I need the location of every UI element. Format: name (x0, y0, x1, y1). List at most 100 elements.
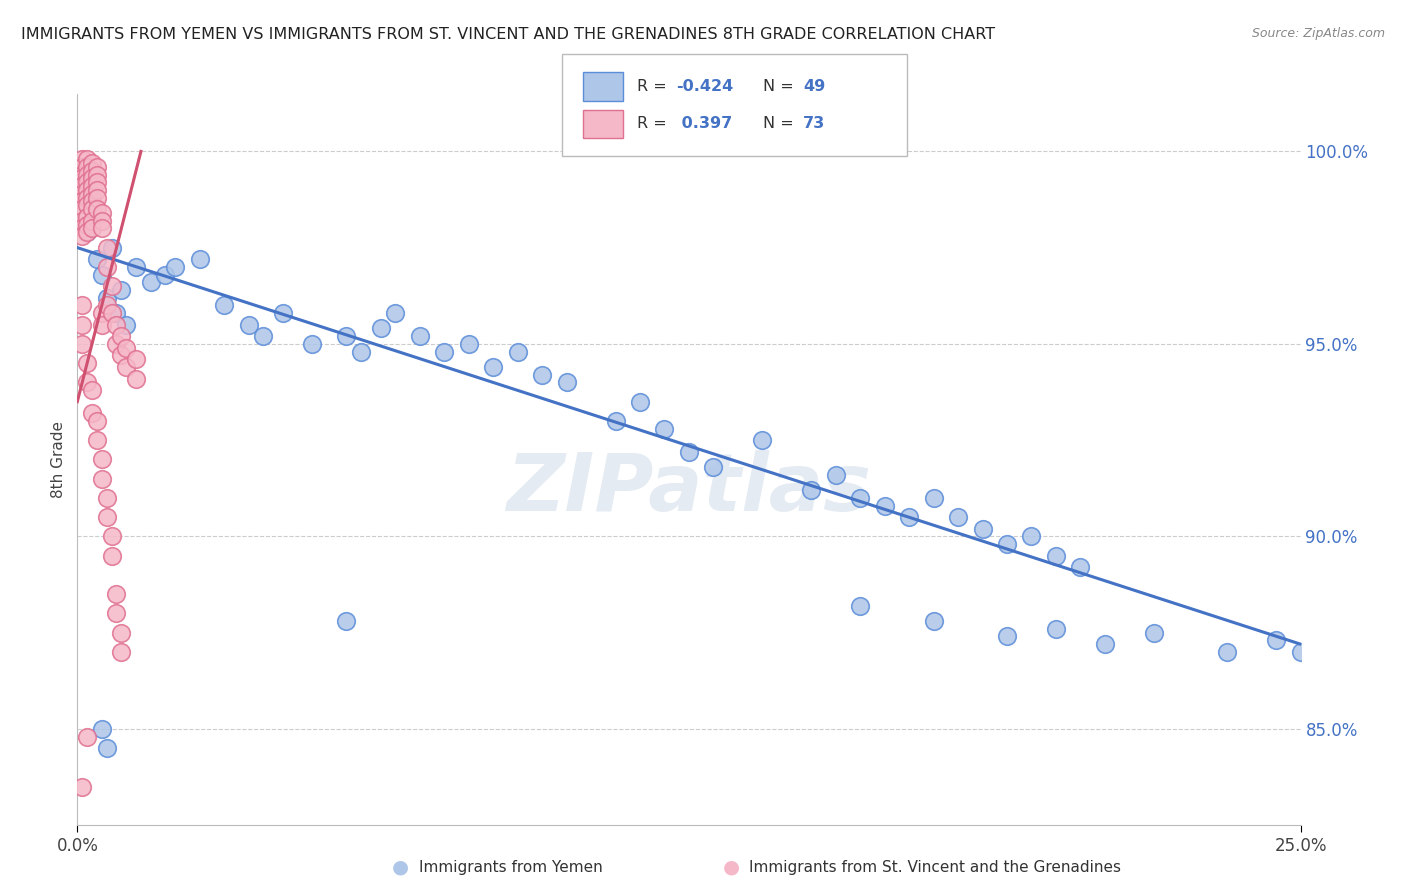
Point (115, 318, 138, 332)
Point (90, 472, 112, 486)
Point (105, 607, 128, 621)
Point (531, 368, 554, 382)
Text: -0.424: -0.424 (676, 79, 734, 94)
Point (188, 252, 211, 267)
Point (125, 371, 148, 385)
Point (922, 491, 945, 505)
Point (76, 376, 98, 390)
Point (335, 614, 357, 628)
Point (80, 221, 103, 235)
Point (76, 210, 98, 224)
Text: Immigrants from Yemen: Immigrants from Yemen (419, 860, 603, 874)
Point (80, 383, 103, 397)
Text: Source: ZipAtlas.com: Source: ZipAtlas.com (1251, 27, 1385, 40)
Point (76, 356, 98, 370)
Point (90, 722, 112, 736)
Point (506, 344, 529, 359)
Point (70, 194, 93, 209)
Point (70, 168, 93, 182)
Point (654, 421, 676, 435)
Point (76, 218, 98, 232)
Point (70, 160, 93, 174)
Point (457, 337, 479, 351)
Point (76, 152, 98, 166)
Point (70, 202, 93, 216)
Point (76, 225, 98, 239)
Point (110, 329, 132, 343)
Point (86, 414, 108, 428)
Point (70, 152, 93, 166)
Point (946, 510, 969, 524)
Point (212, 298, 235, 312)
Point (80, 202, 103, 216)
Point (80, 186, 103, 201)
Point (370, 321, 392, 335)
Point (70, 213, 93, 227)
Point (96, 491, 118, 505)
Point (751, 433, 773, 447)
Text: N =: N = (763, 117, 800, 131)
Point (86, 168, 108, 182)
Point (76, 160, 98, 174)
Point (90, 221, 112, 235)
Point (350, 344, 373, 359)
Point (972, 522, 994, 536)
Point (110, 283, 132, 297)
Point (125, 352, 148, 367)
Point (70, 229, 93, 244)
Point (86, 160, 108, 174)
Point (115, 359, 138, 374)
Point (96, 510, 118, 524)
Point (139, 275, 162, 289)
Point (80, 179, 103, 194)
Point (96, 260, 118, 274)
Point (1289, 645, 1312, 659)
Point (76, 730, 98, 744)
Point (1045, 549, 1067, 563)
Point (70, 337, 93, 351)
Text: ●: ● (723, 857, 740, 877)
Point (90, 452, 112, 467)
Point (76, 168, 98, 182)
Point (86, 175, 108, 189)
Point (70, 171, 93, 186)
Point (110, 645, 132, 659)
Point (824, 467, 846, 482)
Point (86, 183, 108, 197)
Point (86, 202, 108, 216)
Point (70, 298, 93, 312)
Point (80, 163, 103, 178)
Y-axis label: 8th Grade: 8th Grade (51, 421, 66, 498)
Point (105, 337, 128, 351)
Point (155, 268, 177, 282)
Point (100, 529, 122, 543)
Point (678, 444, 700, 458)
Point (70, 318, 93, 332)
Point (96, 241, 118, 255)
Point (86, 433, 108, 447)
Point (76, 175, 98, 189)
Point (86, 191, 108, 205)
Point (800, 483, 823, 498)
Point (96, 291, 118, 305)
Point (100, 279, 122, 293)
Point (849, 491, 872, 505)
Text: R =: R = (637, 117, 672, 131)
Text: Immigrants from St. Vincent and the Grenadines: Immigrants from St. Vincent and the Gren… (749, 860, 1122, 874)
Point (70, 221, 93, 235)
Point (110, 348, 132, 362)
Point (105, 306, 128, 320)
Point (110, 625, 132, 640)
Point (70, 179, 93, 194)
Point (849, 599, 872, 613)
Point (70, 186, 93, 201)
Point (90, 268, 112, 282)
Point (238, 318, 260, 332)
Point (90, 306, 112, 320)
Point (96, 298, 118, 312)
Text: 49: 49 (803, 79, 825, 94)
Point (80, 171, 103, 186)
Text: R =: R = (637, 79, 672, 94)
Text: N =: N = (763, 79, 800, 94)
Point (995, 537, 1018, 551)
